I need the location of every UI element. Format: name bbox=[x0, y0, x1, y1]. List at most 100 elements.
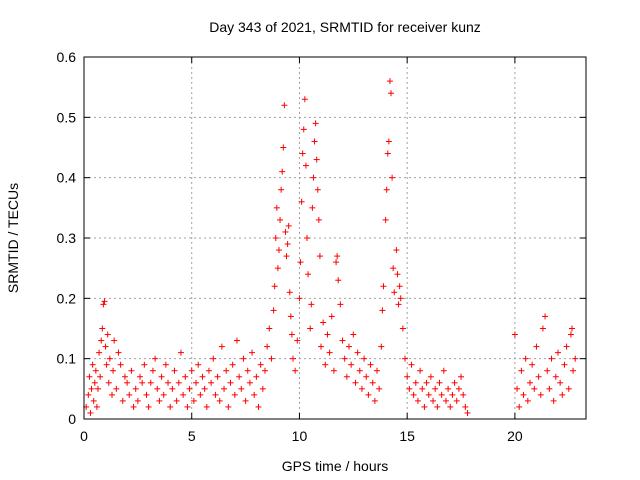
data-point bbox=[421, 403, 428, 410]
data-point bbox=[380, 283, 387, 290]
data-point bbox=[274, 265, 281, 272]
data-point bbox=[251, 391, 258, 398]
data-point bbox=[383, 186, 390, 193]
data-point bbox=[388, 90, 395, 97]
data-point bbox=[154, 385, 161, 392]
x-tick-label: 20 bbox=[507, 428, 523, 444]
data-point bbox=[229, 361, 236, 368]
data-point bbox=[371, 397, 378, 404]
data-point bbox=[132, 385, 139, 392]
data-point bbox=[561, 361, 568, 368]
data-point bbox=[391, 289, 398, 296]
data-point bbox=[300, 126, 307, 133]
data-point bbox=[330, 367, 337, 374]
data-point bbox=[554, 349, 561, 356]
data-point bbox=[100, 301, 107, 308]
data-point bbox=[451, 379, 458, 386]
data-point bbox=[402, 355, 409, 362]
data-point bbox=[453, 397, 460, 404]
data-point bbox=[214, 373, 221, 380]
data-point bbox=[216, 397, 223, 404]
data-point bbox=[205, 367, 212, 374]
data-point bbox=[91, 379, 98, 386]
data-point bbox=[87, 409, 94, 416]
data-point bbox=[106, 355, 113, 362]
data-point bbox=[244, 367, 251, 374]
data-point bbox=[95, 385, 102, 392]
data-point bbox=[139, 379, 146, 386]
data-point bbox=[117, 361, 124, 368]
data-point bbox=[334, 253, 341, 260]
data-point bbox=[389, 174, 396, 181]
data-point bbox=[272, 235, 279, 241]
data-point bbox=[335, 277, 342, 284]
data-point bbox=[278, 186, 285, 193]
data-point bbox=[436, 379, 443, 386]
data-point bbox=[343, 373, 350, 380]
y-tick-label: 0.2 bbox=[57, 290, 77, 306]
data-point bbox=[113, 385, 120, 392]
data-point bbox=[283, 253, 290, 260]
data-point bbox=[438, 391, 445, 398]
data-point bbox=[288, 331, 295, 338]
data-point bbox=[386, 78, 393, 85]
data-point bbox=[130, 403, 137, 410]
data-point bbox=[119, 397, 126, 404]
data-point bbox=[432, 385, 439, 392]
data-point bbox=[210, 355, 217, 362]
data-point bbox=[322, 361, 329, 368]
y-tick-label: 0 bbox=[68, 411, 76, 427]
data-point bbox=[427, 373, 434, 380]
data-point bbox=[557, 379, 564, 386]
y-tick-label: 0.6 bbox=[57, 49, 77, 65]
data-point bbox=[379, 307, 386, 314]
data-point bbox=[277, 216, 284, 223]
data-point bbox=[529, 361, 536, 368]
data-point bbox=[299, 150, 306, 157]
data-point bbox=[246, 379, 253, 386]
data-point bbox=[440, 367, 447, 374]
data-point bbox=[266, 325, 273, 332]
data-point bbox=[126, 391, 133, 398]
data-point bbox=[369, 379, 376, 386]
data-point bbox=[339, 337, 346, 344]
data-point bbox=[570, 367, 577, 374]
data-point bbox=[533, 343, 540, 350]
data-point bbox=[208, 379, 215, 386]
data-point bbox=[86, 373, 93, 380]
data-point bbox=[417, 367, 424, 374]
data-point bbox=[143, 391, 150, 398]
data-point bbox=[201, 385, 208, 392]
data-point bbox=[462, 403, 469, 410]
data-point bbox=[212, 391, 219, 398]
data-point bbox=[121, 373, 128, 380]
data-point bbox=[264, 343, 271, 350]
data-point bbox=[203, 403, 210, 410]
data-point bbox=[257, 361, 264, 368]
data-point bbox=[242, 397, 249, 404]
data-point bbox=[365, 391, 372, 398]
data-point bbox=[156, 397, 163, 404]
data-point bbox=[316, 253, 323, 260]
data-point bbox=[361, 355, 368, 362]
x-tick-label: 5 bbox=[188, 428, 196, 444]
data-point bbox=[567, 331, 574, 338]
data-point bbox=[399, 325, 406, 332]
data-point bbox=[280, 144, 287, 151]
data-point bbox=[141, 361, 148, 368]
grid bbox=[84, 57, 586, 419]
data-point bbox=[137, 373, 144, 380]
data-point bbox=[311, 138, 318, 145]
data-point bbox=[548, 355, 555, 362]
x-tick-label: 10 bbox=[292, 428, 308, 444]
data-point bbox=[550, 397, 557, 404]
data-point bbox=[149, 367, 156, 374]
data-point bbox=[309, 204, 316, 211]
data-point bbox=[376, 385, 383, 392]
data-point bbox=[223, 367, 230, 374]
data-point bbox=[303, 235, 310, 241]
data-point bbox=[180, 391, 187, 398]
data-point bbox=[124, 379, 131, 386]
data-point bbox=[261, 367, 268, 374]
